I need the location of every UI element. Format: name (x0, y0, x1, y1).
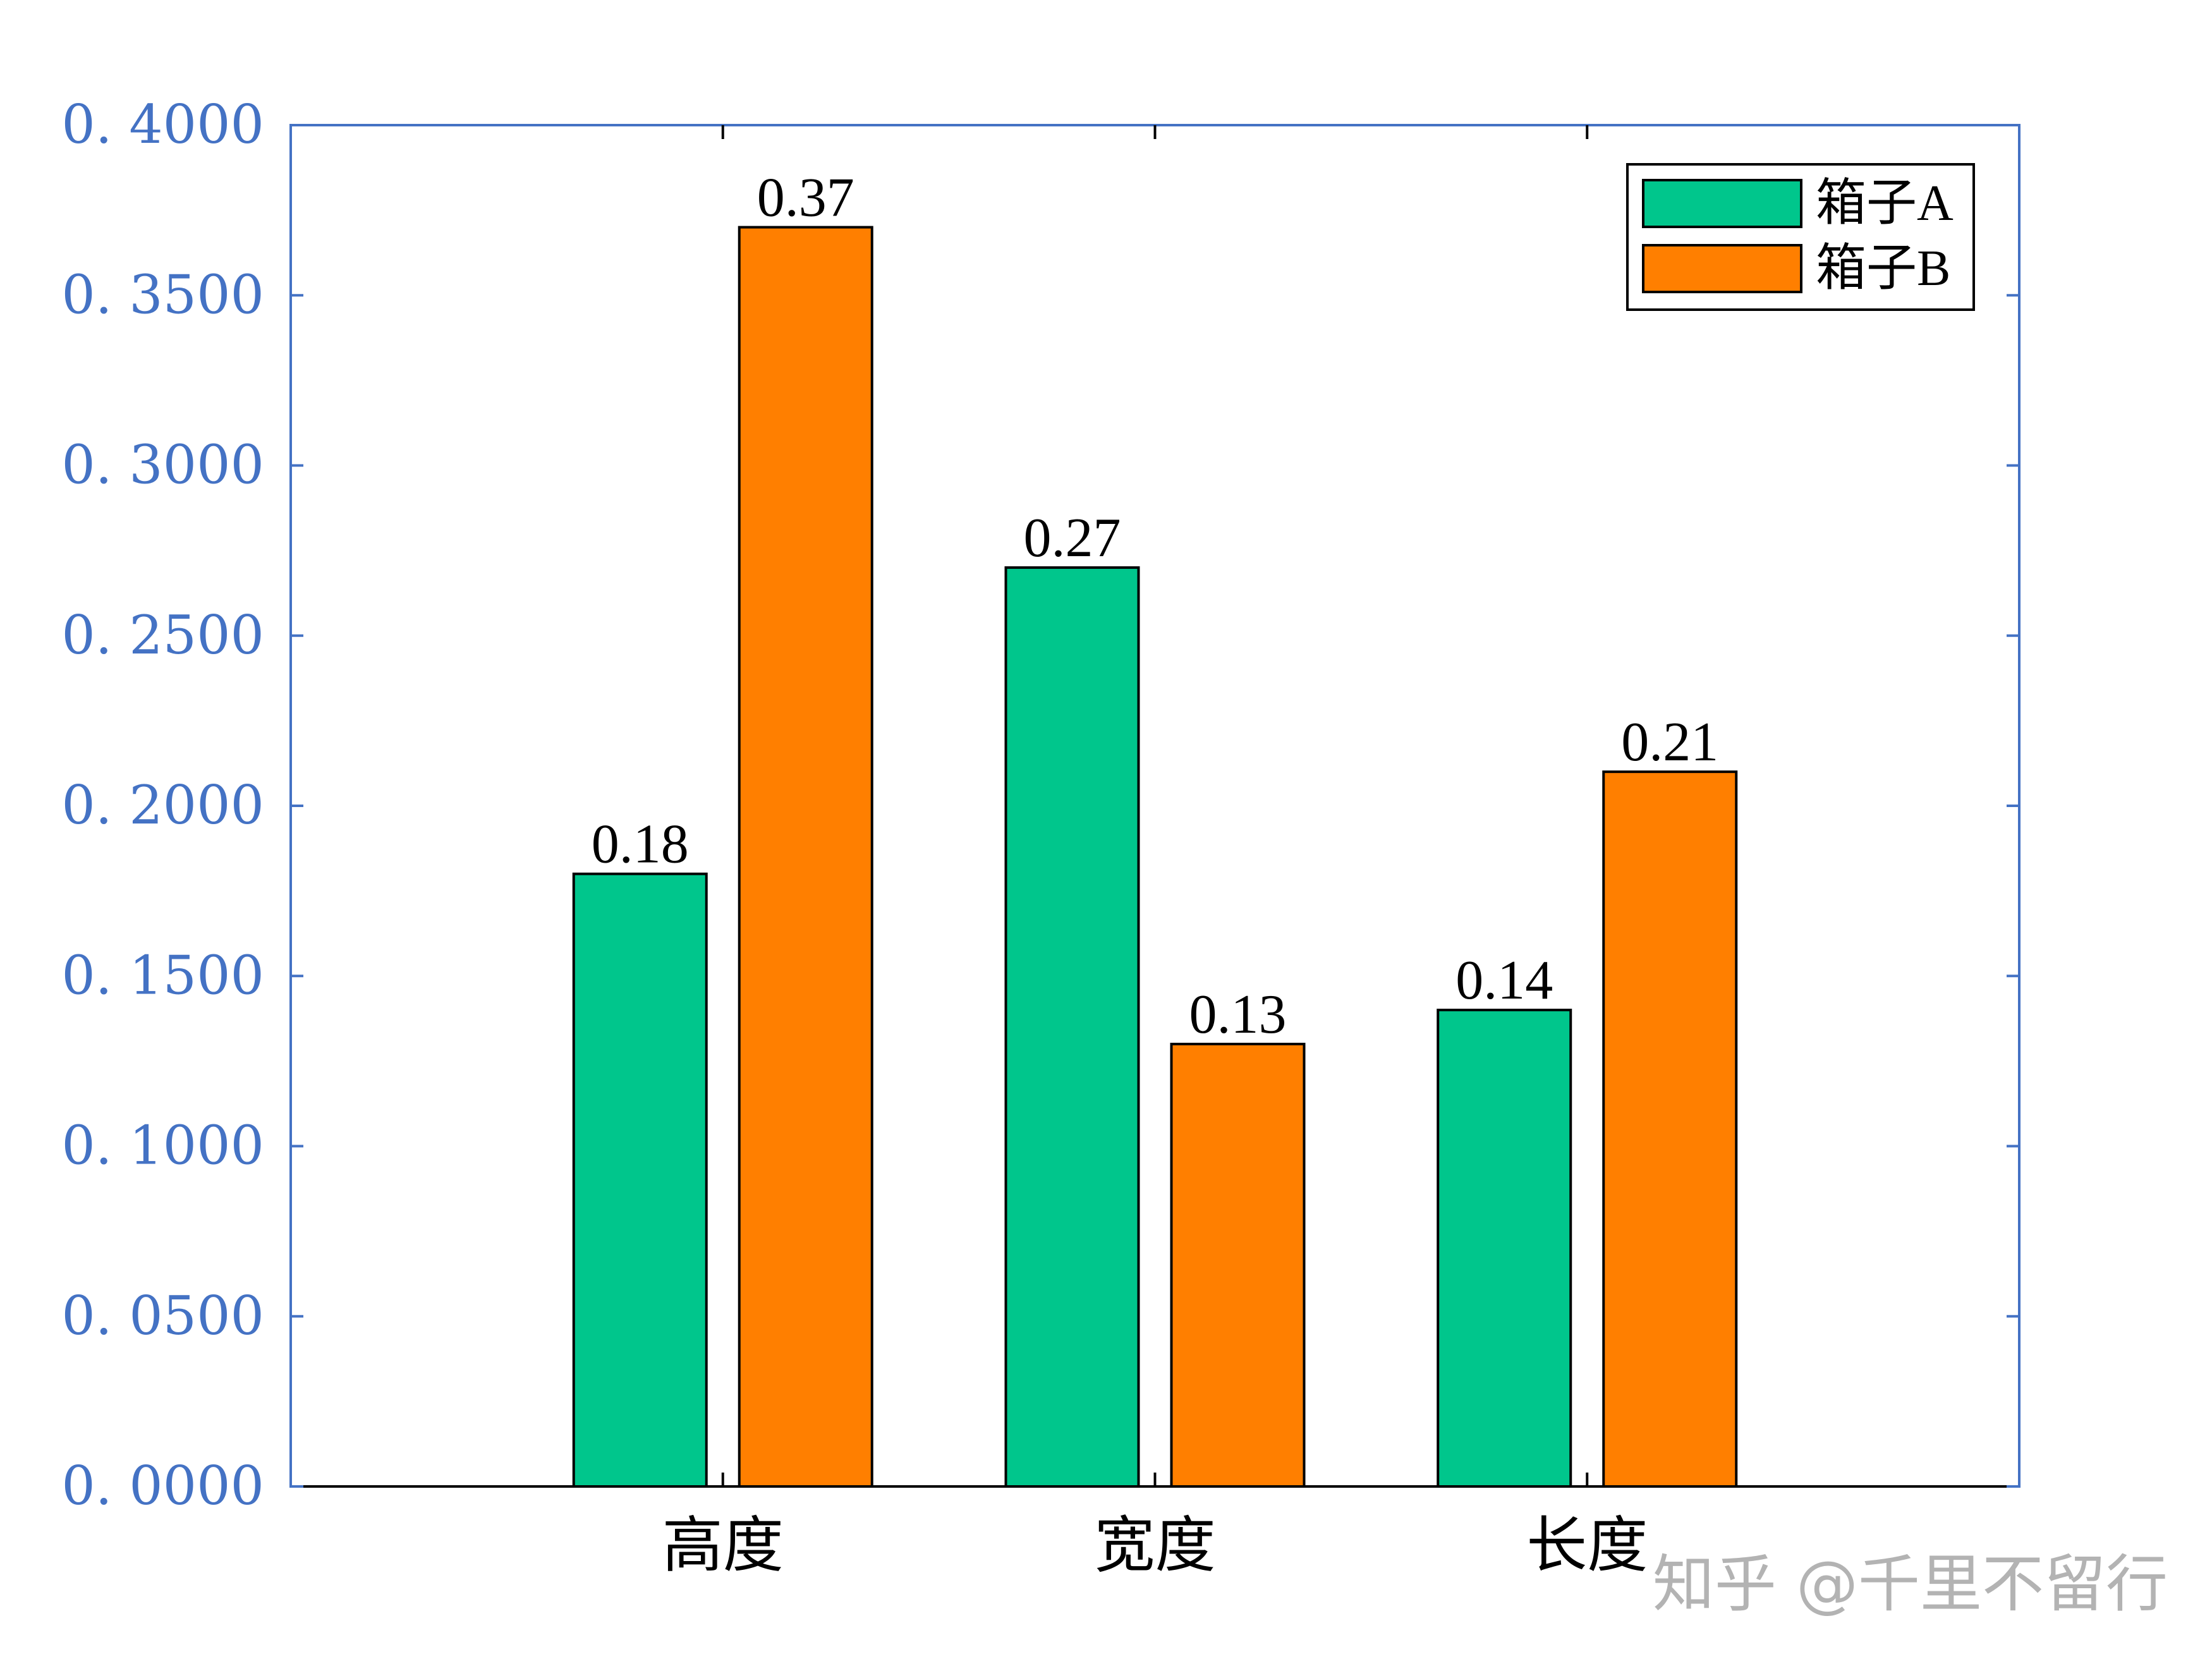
y-tick-label: 0. 2000 (61, 774, 264, 836)
ticks-layer (291, 124, 2019, 1488)
data-labels: 0.18 0.27 0.14 0.37 0.13 0.21 (592, 167, 1719, 1045)
data-label: 0.14 (1455, 950, 1553, 1011)
y-tick-label: 0. 0000 (61, 1455, 264, 1517)
x-tick-labels: 高度 宽度 长度 (662, 1510, 1648, 1581)
bar (1004, 566, 1140, 1488)
legend-label: 箱子B (1816, 241, 1950, 296)
bar (572, 872, 708, 1488)
y-tick-label: 0. 0500 (61, 1285, 264, 1347)
bars-layer (572, 226, 1738, 1488)
bar (738, 226, 873, 1488)
watermark: 知乎 @千里不留行 (1653, 1548, 2168, 1620)
data-label: 0.13 (1189, 984, 1287, 1045)
y-tick-label: 0. 3000 (61, 434, 264, 496)
y-tick-label: 0. 1500 (61, 944, 264, 1006)
x-tick-label: 长度 (1526, 1510, 1648, 1581)
x-tick-label: 高度 (662, 1510, 784, 1581)
data-label: 0.27 (1024, 507, 1121, 569)
x-tick-label: 宽度 (1095, 1510, 1216, 1581)
bar (1602, 770, 1738, 1488)
data-label: 0.18 (592, 814, 689, 875)
y-tick-label: 0. 3500 (61, 264, 264, 325)
legend: 箱子A 箱子B (1626, 163, 1975, 311)
plot-area-frame (289, 124, 2021, 1488)
y-tick-labels: 0. 0000 0. 0500 0. 1000 0. 1500 0. 2000 0. 25… (61, 94, 264, 1517)
legend-swatch (1642, 179, 1802, 228)
legend-swatch (1642, 244, 1802, 293)
bar (1437, 1009, 1572, 1488)
data-label: 0.37 (757, 167, 854, 229)
legend-label: 箱子A (1816, 176, 1954, 231)
y-tick-label: 0. 2500 (61, 604, 264, 666)
bar (1170, 1042, 1306, 1488)
data-label: 0.21 (1621, 712, 1718, 773)
y-tick-label: 0. 4000 (61, 94, 264, 155)
y-tick-label: 0. 1000 (61, 1115, 264, 1177)
